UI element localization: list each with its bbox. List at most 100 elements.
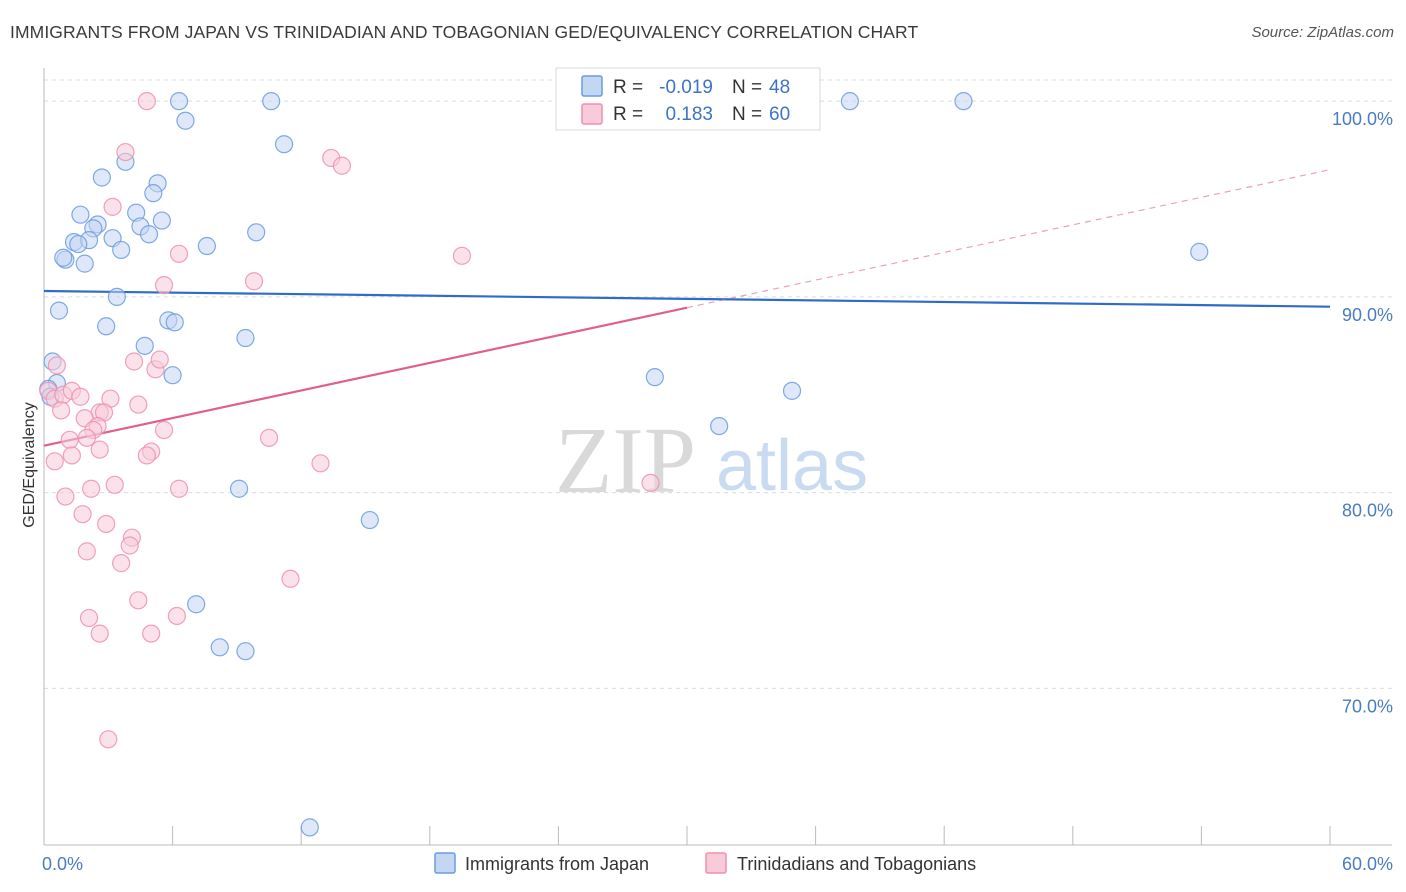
point-trinidad	[169, 479, 189, 498]
point-trinidad	[105, 475, 124, 494]
point-trinidad	[641, 473, 660, 492]
watermark-atlas: atlas	[716, 426, 868, 506]
legend-swatch-trinidad	[705, 852, 727, 874]
point-trinidad	[47, 356, 66, 375]
point-trinidad	[99, 730, 118, 749]
point-japan	[71, 205, 90, 224]
point-japan	[49, 301, 69, 320]
trend-lines	[43, 169, 1331, 447]
point-trinidad	[244, 272, 264, 291]
gridlines	[44, 79, 1392, 689]
point-japan	[645, 368, 664, 387]
point-trinidad	[129, 395, 148, 414]
point-japan	[197, 236, 216, 256]
y-tick-labels: 70.0% 80.0% 90.0% 100.0%	[1332, 109, 1393, 716]
point-japan	[112, 240, 131, 260]
point-japan	[236, 328, 255, 348]
point-japan	[229, 479, 249, 498]
trend-line-japan	[43, 289, 1331, 308]
point-trinidad	[97, 514, 116, 534]
legend-swatch-blue	[581, 75, 603, 97]
legend-label-japan: Immigrants from Japan	[465, 854, 649, 874]
point-japan	[300, 818, 319, 837]
y-tick-label: 100.0%	[1332, 109, 1393, 129]
point-trinidad	[90, 440, 109, 459]
point-japan	[782, 381, 802, 400]
point-trinidad	[60, 430, 79, 449]
point-trinidad	[103, 197, 122, 216]
point-trinidad	[52, 401, 71, 420]
point-japan	[107, 287, 126, 306]
point-trinidad	[142, 624, 161, 643]
point-trinidad	[73, 505, 92, 524]
legend-swatch-pink	[581, 103, 603, 125]
point-trinidad	[77, 542, 96, 561]
point-trinidad	[129, 591, 148, 610]
y-tick-label: 90.0%	[1342, 305, 1393, 325]
point-japan	[954, 92, 973, 111]
trend-line-trinidad	[43, 306, 688, 447]
legend-r-label-1: R =	[613, 77, 643, 98]
point-trinidad	[82, 479, 101, 498]
point-trinidad	[452, 246, 472, 265]
point-japan	[139, 225, 159, 244]
point-japan	[135, 336, 154, 355]
legend-r-value-2: 0.183	[665, 104, 713, 125]
point-japan	[169, 92, 189, 111]
point-trinidad	[332, 156, 352, 175]
point-trinidad	[45, 452, 64, 471]
point-japan	[176, 111, 195, 130]
point-japan	[92, 168, 111, 187]
point-japan	[247, 223, 266, 242]
source-label: Source: ZipAtlas.com	[1251, 24, 1394, 41]
watermark-zip: ZIP	[555, 409, 696, 513]
point-japan	[75, 254, 94, 273]
legend-n-value-2: 60	[769, 104, 790, 125]
point-trinidad	[259, 428, 279, 447]
legend-n-label-1: N =	[732, 77, 762, 98]
point-trinidad	[154, 420, 174, 440]
point-japan	[152, 211, 171, 230]
point-japan	[210, 638, 229, 657]
point-trinidad	[116, 142, 135, 162]
y-axis-title: GED/Equivalency	[21, 402, 38, 527]
point-japan	[187, 595, 206, 614]
point-trinidad	[112, 554, 131, 573]
y-tick-label: 70.0%	[1342, 696, 1393, 716]
point-trinidad	[150, 350, 169, 369]
point-trinidad	[311, 454, 330, 473]
legend-label-trinidad: Trinidadians and Tobagonians	[737, 854, 976, 874]
point-japan	[69, 234, 88, 254]
point-trinidad	[281, 569, 300, 588]
legend-n-value-1: 48	[769, 77, 790, 98]
point-trinidad	[169, 244, 189, 263]
point-trinidad	[120, 536, 139, 555]
legend-r-label-2: R =	[613, 104, 643, 125]
point-japan	[274, 135, 294, 154]
point-trinidad	[137, 92, 156, 111]
point-japan	[97, 317, 116, 336]
point-japan	[236, 642, 255, 661]
point-japan	[163, 366, 182, 385]
data-points	[39, 92, 1209, 837]
y-tick-label: 80.0%	[1342, 501, 1393, 521]
legend-swatch-japan	[434, 852, 456, 874]
x-tick-label-min: 0.0%	[42, 854, 83, 874]
point-trinidad	[79, 608, 99, 628]
x-tick-label-max: 60.0%	[1342, 854, 1393, 874]
legend-r-value-1: -0.019	[659, 77, 713, 98]
point-trinidad	[62, 446, 81, 465]
point-japan	[262, 92, 281, 111]
point-trinidad	[154, 276, 174, 295]
point-japan	[840, 92, 859, 111]
point-japan	[165, 313, 184, 332]
point-trinidad	[124, 352, 144, 371]
point-trinidad	[56, 487, 75, 506]
point-trinidad	[137, 446, 156, 465]
point-japan	[710, 416, 729, 436]
point-trinidad	[90, 624, 109, 643]
point-japan	[1190, 242, 1209, 261]
chart-title: IMMIGRANTS FROM JAPAN VS TRINIDADIAN AND…	[10, 22, 919, 42]
stats-legend: R = -0.019 N = 48 R = 0.183 N = 60	[555, 67, 821, 131]
